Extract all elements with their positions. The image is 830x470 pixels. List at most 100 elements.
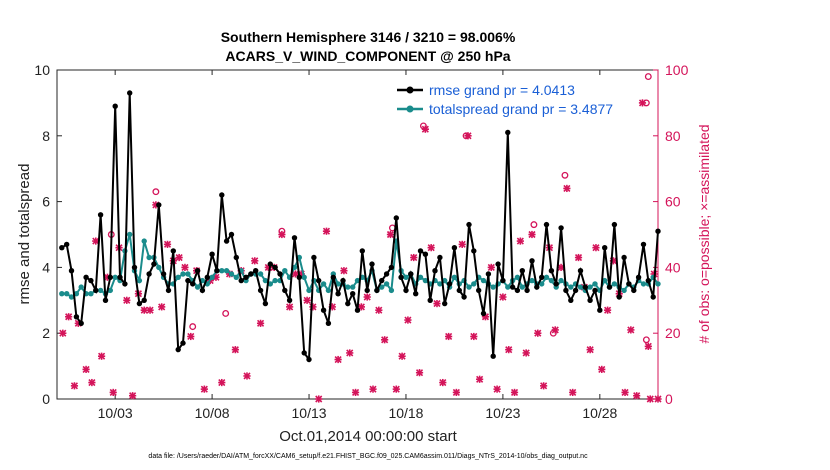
rmse-point bbox=[194, 268, 201, 274]
obs-assimilated-point bbox=[82, 365, 90, 373]
obs-assimilated-point bbox=[140, 306, 148, 314]
rmse-point bbox=[442, 300, 448, 307]
totalspread-point bbox=[587, 284, 593, 290]
y-right-tick-label: 20 bbox=[665, 325, 681, 341]
obs-possible-point bbox=[644, 73, 652, 81]
rmse-point bbox=[272, 264, 278, 271]
obs-assimilated-point bbox=[487, 263, 495, 271]
rmse-point bbox=[335, 291, 341, 297]
x-tick-label: 10/23 bbox=[485, 405, 520, 421]
totalspread-point bbox=[417, 274, 424, 280]
obs-assimilated-point bbox=[129, 392, 137, 400]
totalspread-point bbox=[490, 284, 496, 290]
rmse-point bbox=[228, 231, 235, 238]
totalspread-point bbox=[655, 281, 661, 287]
totalspread-point bbox=[320, 281, 327, 287]
rmse-point bbox=[190, 281, 196, 287]
rmse-point bbox=[291, 235, 298, 241]
obs-assimilated-point bbox=[439, 378, 447, 387]
obs-assimilated-point bbox=[146, 306, 154, 314]
rmse-point bbox=[568, 297, 574, 303]
rmse-point bbox=[131, 264, 138, 271]
rmse-point bbox=[529, 258, 535, 264]
rmse-point bbox=[621, 254, 627, 261]
plot-area bbox=[56, 69, 659, 400]
rmse-point bbox=[645, 277, 651, 284]
totalspread-point bbox=[141, 238, 147, 244]
totalspread-point bbox=[257, 271, 264, 277]
rmse-point bbox=[151, 261, 157, 267]
totalspread-point bbox=[88, 291, 94, 297]
totalspread-point bbox=[219, 268, 225, 274]
obs-assimilated-point bbox=[363, 293, 371, 301]
totalspread-point bbox=[422, 277, 429, 284]
y-right-tick-label: 60 bbox=[665, 194, 681, 210]
rmse-point bbox=[354, 307, 361, 313]
y-left-tick-label: 8 bbox=[42, 128, 50, 144]
rmse-point bbox=[175, 346, 181, 353]
obs-assimilated-point bbox=[322, 227, 331, 235]
totalspread-point bbox=[223, 268, 230, 274]
rmse-point bbox=[451, 245, 458, 251]
obs-assimilated-point bbox=[638, 99, 647, 107]
y-right-tick-label: 0 bbox=[665, 391, 673, 407]
obs-possible-point bbox=[189, 323, 197, 331]
rmse-point bbox=[597, 307, 603, 313]
rmse-point bbox=[267, 261, 273, 267]
totalspread-point bbox=[175, 274, 181, 280]
totalspread-point bbox=[514, 274, 521, 280]
obs-assimilated-point bbox=[540, 382, 548, 390]
totalspread-point bbox=[335, 281, 341, 287]
totalspread-point bbox=[543, 274, 550, 280]
rmse-point bbox=[495, 261, 501, 267]
totalspread-point bbox=[611, 281, 618, 287]
obs-assimilated-point bbox=[569, 388, 577, 397]
obs-assimilated-point bbox=[516, 237, 524, 245]
obs-assimilated-point bbox=[598, 365, 606, 373]
rmse-point bbox=[626, 281, 632, 287]
x-tick-label: 10/18 bbox=[388, 405, 423, 421]
rmse-point bbox=[170, 248, 176, 254]
rmse-point bbox=[369, 261, 375, 267]
rmse-point bbox=[277, 271, 283, 277]
obs-assimilated-point bbox=[218, 378, 226, 387]
rmse-point bbox=[107, 274, 114, 280]
rmse-point bbox=[141, 297, 147, 303]
obs-assimilated-point bbox=[421, 125, 429, 133]
obs-assimilated-point bbox=[528, 230, 536, 239]
totalspread-point bbox=[568, 284, 574, 290]
obs-assimilated-point bbox=[386, 230, 395, 239]
rmse-point bbox=[606, 284, 613, 290]
rmse-point bbox=[553, 281, 559, 287]
rmse-point bbox=[437, 254, 443, 261]
obs-assimilated-point bbox=[627, 326, 635, 334]
rmse-point bbox=[214, 268, 220, 274]
rmse-point bbox=[350, 291, 356, 297]
totalspread-point bbox=[529, 277, 535, 284]
y-left-tick-label: 2 bbox=[42, 325, 50, 341]
obs-assimilated-point bbox=[574, 253, 583, 262]
obs-assimilated-point bbox=[303, 296, 311, 304]
rmse-point bbox=[519, 268, 525, 274]
obs-assimilated-point bbox=[97, 352, 106, 360]
rmse-point bbox=[359, 248, 365, 254]
obs-possible-point bbox=[530, 221, 538, 229]
obs-assimilated-point bbox=[231, 346, 239, 354]
rmse-point bbox=[93, 287, 99, 294]
rmse-point bbox=[534, 284, 540, 290]
obs-assimilated-point bbox=[256, 319, 265, 327]
obs-assimilated-point bbox=[427, 244, 435, 252]
rmse-point bbox=[136, 300, 143, 307]
obs-assimilated-point bbox=[464, 132, 472, 140]
obs-assimilated-point bbox=[315, 395, 323, 403]
totalspread-point bbox=[345, 284, 351, 290]
totalspread-point bbox=[97, 287, 104, 294]
rmse-point bbox=[364, 287, 370, 294]
obs-assimilated-point bbox=[654, 395, 662, 403]
obs-assimilated-point bbox=[470, 332, 478, 341]
obs-assimilated-point bbox=[458, 240, 466, 248]
obs-possible-point bbox=[642, 336, 650, 344]
rmse-point bbox=[233, 254, 239, 261]
obs-assimilated-point bbox=[351, 388, 360, 397]
rmse-point bbox=[650, 294, 656, 300]
